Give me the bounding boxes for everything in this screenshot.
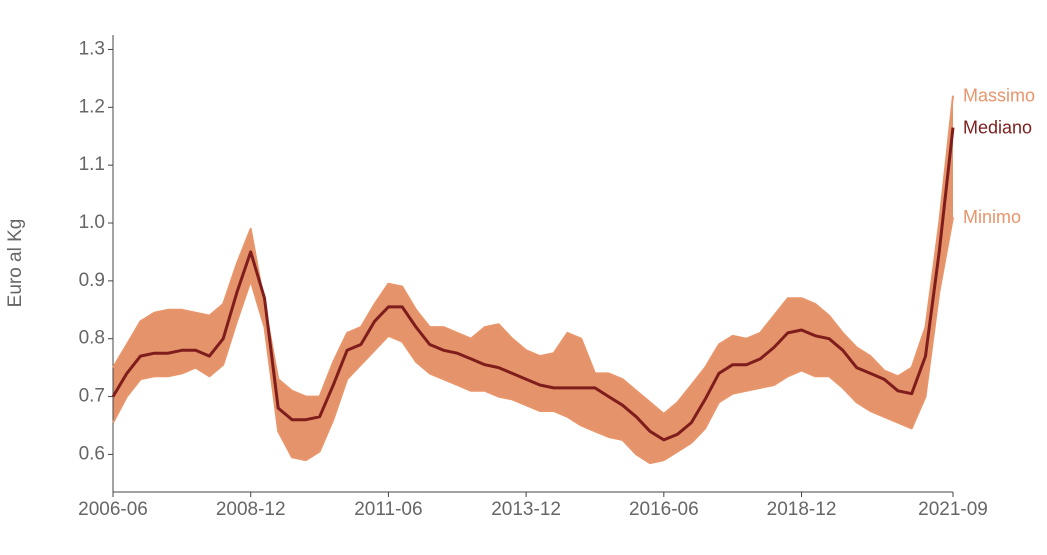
x-tick-label: 2013-12 bbox=[491, 499, 561, 520]
y-tick-label: 0.6 bbox=[79, 443, 105, 464]
x-tick-label: 2016-06 bbox=[629, 499, 699, 520]
series-line bbox=[112, 217, 954, 465]
x-tick-label: 2006-06 bbox=[78, 499, 148, 520]
band-fill bbox=[113, 95, 953, 464]
y-tick-label: 1.3 bbox=[79, 38, 105, 59]
x-tick-label: 2018-12 bbox=[767, 499, 837, 520]
x-tick-label: 2021-09 bbox=[918, 499, 988, 520]
x-tick-label: 2011-06 bbox=[354, 499, 422, 520]
y-axis-label: Euro al Kg bbox=[5, 219, 26, 308]
series-line bbox=[111, 127, 955, 442]
y-tick-label: 0.8 bbox=[79, 328, 105, 349]
series-label: Mediano bbox=[963, 117, 1032, 137]
series-label: Minimo bbox=[963, 207, 1021, 227]
y-tick-label: 1.0 bbox=[79, 212, 105, 233]
x-tick-label: 2008-12 bbox=[216, 499, 286, 520]
y-tick-label: 0.9 bbox=[79, 270, 105, 291]
y-tick-label: 0.7 bbox=[79, 386, 105, 407]
y-tick-label: 1.2 bbox=[79, 96, 105, 117]
series-line bbox=[112, 95, 954, 415]
series-label: Massimo bbox=[963, 85, 1035, 105]
y-tick-label: 1.1 bbox=[79, 154, 105, 175]
